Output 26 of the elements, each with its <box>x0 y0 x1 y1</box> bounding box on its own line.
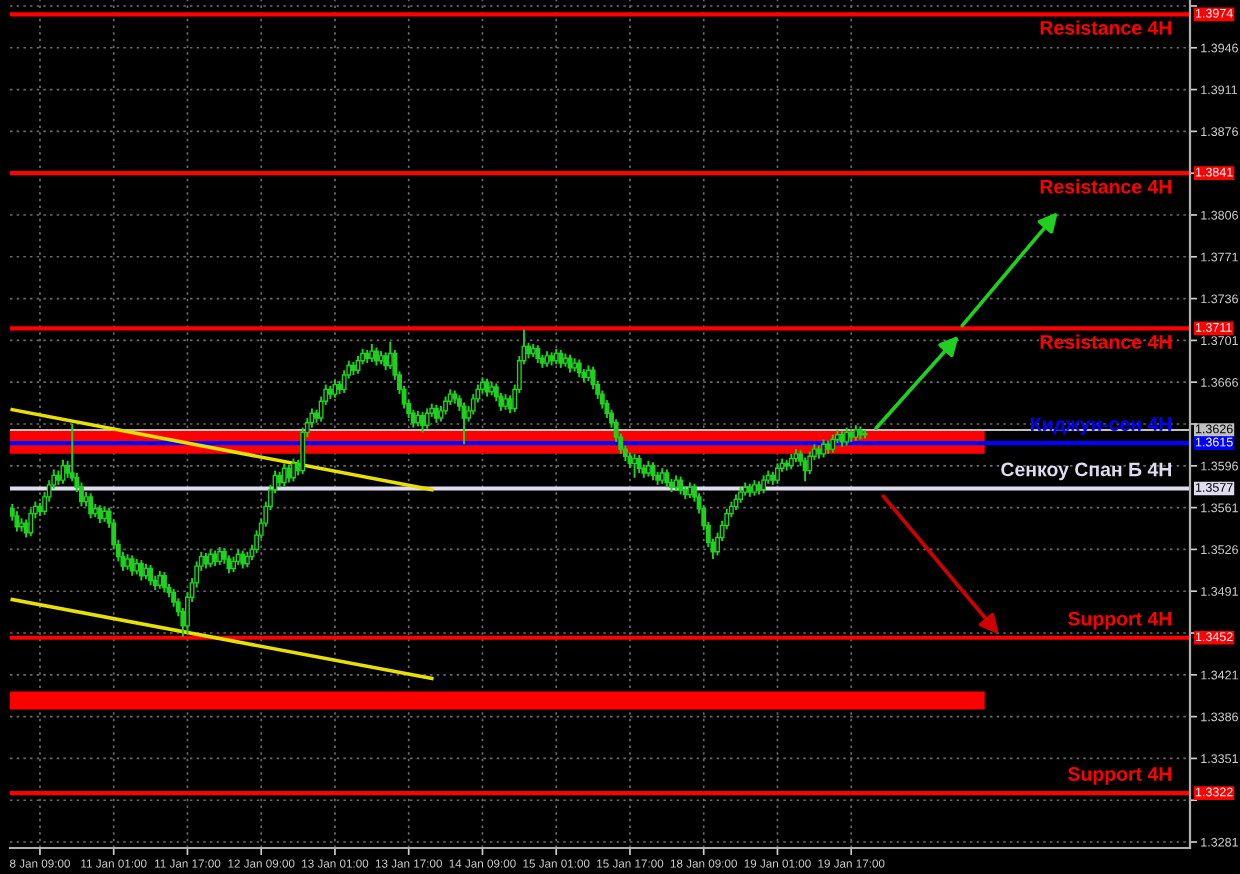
candlestick <box>291 457 296 483</box>
annotation: Resistance 4H <box>1040 20 1171 35</box>
annotation: Support 4H <box>1068 767 1171 785</box>
candlestick <box>420 411 425 434</box>
candlestick <box>309 407 315 429</box>
candlestick <box>129 554 135 577</box>
candlestick <box>775 462 780 485</box>
candlestick <box>807 450 813 476</box>
annotation: Resistance 4H <box>1040 334 1171 349</box>
candlestick <box>148 563 154 587</box>
candlestick <box>138 559 144 582</box>
candlestick <box>590 365 596 391</box>
annotation: Сенкоу Спан Б 4H <box>1001 462 1171 481</box>
candlestick <box>161 571 167 594</box>
candlestick <box>424 407 430 430</box>
candlestick <box>341 369 347 394</box>
annotation: Resistance 4H <box>1040 179 1171 194</box>
candlestick <box>88 492 94 520</box>
candlestick <box>281 462 287 488</box>
annotation: Support 4H <box>1068 611 1171 630</box>
candlestick <box>632 452 638 479</box>
candlestick <box>78 481 84 508</box>
candlestick <box>470 393 476 416</box>
candlestick <box>28 507 34 538</box>
candlestick <box>14 510 20 533</box>
candlestick <box>300 426 306 476</box>
